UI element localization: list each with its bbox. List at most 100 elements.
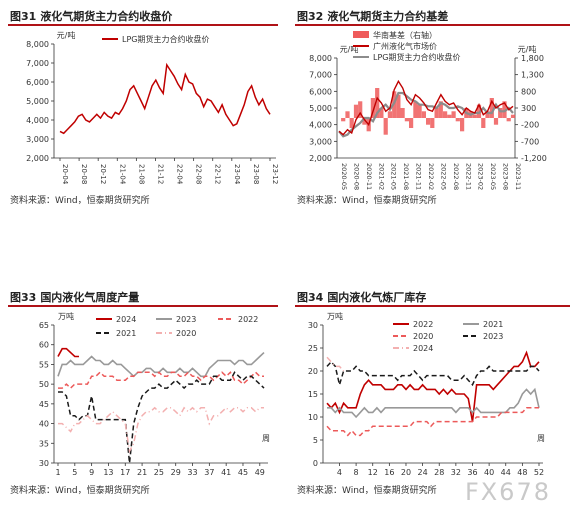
- figure-number: 图32: [297, 10, 324, 23]
- series-line-2020: [58, 406, 264, 454]
- x-tick-label: 2023-08: [502, 163, 510, 190]
- x-tick-label: 44: [501, 468, 511, 477]
- x-tick-label: 20: [401, 468, 411, 477]
- legend-item: 2021: [96, 329, 136, 338]
- figure-title-text: 国内液化气炼厂库存: [327, 291, 427, 304]
- basis-bar: [409, 118, 414, 128]
- legend-label: 2024: [116, 315, 136, 324]
- y-tick-label: 30: [39, 459, 49, 468]
- figure-title: 图33 国内液化气周度产量: [10, 289, 139, 305]
- x-tick-label: 40: [484, 468, 494, 477]
- basis-bar: [506, 118, 511, 122]
- source-note: 资料来源：Wind，恒泰期货研究所: [297, 486, 437, 496]
- x-tick-label: 2022-02: [427, 163, 435, 190]
- basis-bar: [362, 118, 367, 125]
- y-tick-label: 25: [308, 344, 318, 353]
- legend-item: 2020: [156, 329, 196, 338]
- y-tick-label-right: -1,200: [521, 154, 547, 163]
- x-tick-label: 2020-08: [352, 163, 360, 190]
- basis-bar: [455, 118, 460, 122]
- y-tick-label: 7,000: [26, 59, 49, 68]
- y-tick-label: 10: [308, 413, 318, 422]
- x-tick-label: 12: [368, 468, 378, 477]
- legend-label: 2022: [413, 320, 433, 329]
- legend-label: 广州液化气市场价: [373, 41, 437, 51]
- legend-item: 2022: [218, 315, 258, 324]
- series-line-2023: [57, 352, 265, 378]
- basis-bar: [421, 111, 426, 118]
- series-line-guangzhou-price: [338, 79, 514, 136]
- y-tick-label: 5,000: [26, 97, 49, 106]
- x-tick-label: 2020-05: [340, 163, 348, 190]
- source-note: 资料来源：Wind，恒泰期货研究所: [10, 486, 150, 496]
- y-tick-label-right: 300: [521, 104, 536, 113]
- legend-item: 2023: [156, 315, 196, 324]
- y-tick-label: 4,000: [309, 121, 332, 130]
- x-tick-label: 22-12: [214, 164, 222, 184]
- series-line-2022: [326, 350, 540, 422]
- y-tick-label: 60: [39, 341, 49, 350]
- x-tick-label: 21-12: [156, 164, 164, 184]
- basis-chart: 2,000 3,000 4,000 5,000 6,000 7,000 8,000 元/吨 -1…: [309, 30, 547, 190]
- legend-item: 2023: [463, 332, 503, 341]
- legend-label: LPG期货主力合约收盘价: [373, 52, 460, 62]
- title-rule: [8, 305, 278, 307]
- basis-bar: [472, 114, 477, 118]
- basis-bar: [510, 114, 516, 118]
- legend-label: 2020: [413, 332, 433, 341]
- y-tick-label: 6,000: [309, 87, 332, 96]
- basis-bar: [341, 118, 346, 122]
- x-tick-label: 25: [154, 468, 164, 477]
- x-tick-label: 37: [204, 468, 214, 477]
- x-tick-label: 2023-02: [477, 163, 485, 190]
- x-tick-label: 21-04: [118, 164, 126, 185]
- y-tick-label: 2,000: [309, 154, 332, 163]
- legend-item: 2022: [393, 320, 433, 329]
- y-tick-label: 5,000: [309, 104, 332, 113]
- basis-bar: [358, 101, 363, 118]
- x-tick-label: 1: [55, 468, 60, 477]
- basis-bar: [438, 101, 443, 118]
- legend-label: 华南基差（右轴）: [373, 30, 437, 40]
- x-tick-label: 23-12: [271, 164, 279, 184]
- basis-bar: [417, 104, 422, 118]
- series-line-2024: [326, 356, 345, 372]
- legend-swatch: [353, 31, 369, 38]
- x-tick-label: 29: [171, 468, 181, 477]
- basis-bar: [349, 118, 354, 128]
- basis-bar: [489, 98, 494, 118]
- y-axis-unit: 万吨: [58, 311, 74, 321]
- x-tick-label: 9: [89, 468, 94, 477]
- x-tick-label: 4: [337, 468, 342, 477]
- basis-bar: [396, 94, 401, 118]
- y-tick-label: 5: [313, 436, 318, 445]
- y-tick-label: 30: [308, 321, 318, 330]
- legend-label: 2023: [483, 332, 503, 341]
- y-tick-label: 8,000: [26, 40, 49, 49]
- legend-label: 2021: [483, 320, 503, 329]
- basis-bar: [502, 101, 507, 118]
- basis-bar: [493, 118, 499, 125]
- figure-title: 图34 国内液化气炼厂库存: [297, 289, 426, 305]
- y-tick-label: 8,000: [309, 54, 332, 63]
- x-tick-label: 49: [255, 468, 265, 477]
- series-line-2021: [58, 371, 265, 464]
- legend-label: 2020: [176, 329, 196, 338]
- y-tick-label: 20: [308, 367, 318, 376]
- legend-item: 华南基差（右轴）: [353, 30, 437, 40]
- y-tick-label-right: -700: [521, 137, 539, 146]
- y-axis-unit: 万吨: [327, 311, 343, 321]
- x-tick-label: 32: [451, 468, 461, 477]
- x-tick-label: 8: [354, 468, 359, 477]
- basis-bar: [498, 108, 503, 118]
- y-tick-label: 50: [39, 380, 49, 389]
- basis-bar: [413, 101, 418, 118]
- weekly-output-chart: 30 35 40 45 50 55 60 65 万吨 1 5 9 13 17 21 25 29 33 37 41 45 4…: [39, 311, 270, 477]
- x-tick-label: 2021-02: [377, 163, 385, 190]
- x-tick-label: 17: [120, 468, 130, 477]
- legend-item: 2024: [96, 315, 136, 324]
- x-tick-label: 2022-11: [464, 163, 472, 190]
- title-rule: [295, 24, 570, 26]
- x-tick-label: 2022-08: [452, 163, 460, 190]
